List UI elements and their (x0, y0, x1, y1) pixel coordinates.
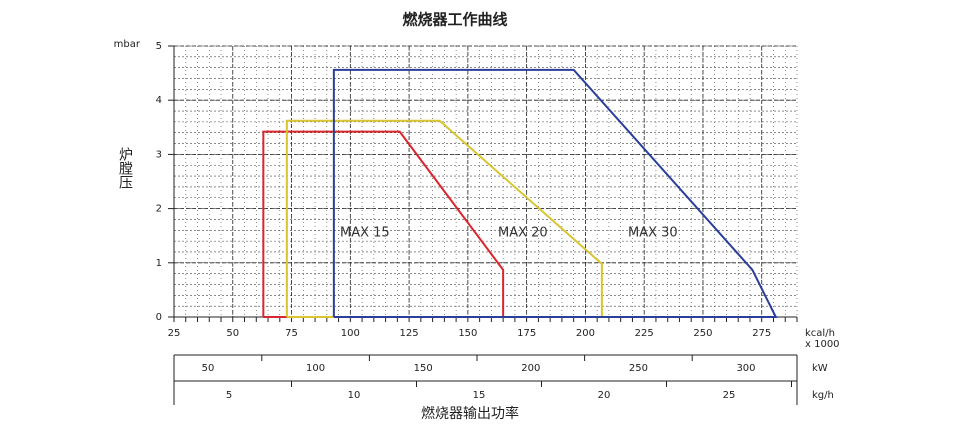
secondary-unit: kW (812, 363, 828, 374)
y-axis-title: 炉膛压 (117, 147, 133, 189)
series-label: MAX 20 (498, 226, 548, 241)
y-tick-label: 5 (156, 41, 162, 52)
y-tick-label: 4 (156, 95, 162, 106)
series-line (262, 130, 505, 318)
series-label: MAX 30 (628, 226, 678, 241)
x-tick-label: 25 (168, 328, 181, 339)
x-tick-label: 275 (752, 328, 771, 339)
x-tick-label: 250 (693, 328, 712, 339)
x-tick-label: 200 (576, 328, 595, 339)
secondary-tick-label: 5 (226, 390, 232, 401)
secondary-tick-label: 300 (736, 363, 755, 374)
chart-title: 燃烧器工作曲线 (402, 11, 507, 29)
y-tick-label: 1 (156, 258, 162, 269)
secondary-tick-label: 100 (306, 363, 325, 374)
y-unit: mbar (114, 39, 141, 50)
secondary-unit: kg/h (812, 390, 834, 401)
series-line (332, 68, 778, 318)
y-tick-label: 2 (156, 204, 162, 215)
x-axis-title: 燃烧器输出功率 (421, 405, 519, 422)
secondary-tick-label: 15 (473, 390, 486, 401)
secondary-tick-label: 200 (521, 363, 540, 374)
x-tick-label: 75 (285, 328, 298, 339)
x-tick-label: 50 (226, 328, 239, 339)
secondary-tick-label: 20 (598, 390, 611, 401)
secondary-tick-label: 25 (723, 390, 736, 401)
x-tick-label: 125 (400, 328, 419, 339)
y-tick-label: 3 (156, 149, 162, 160)
x-unit-scale: x 1000 (805, 339, 840, 350)
x-tick-label: 225 (635, 328, 654, 339)
series-label: MAX 15 (340, 226, 390, 241)
x-tick-label: 100 (341, 328, 360, 339)
x-tick-label: 150 (458, 328, 477, 339)
secondary-tick-label: 50 (202, 363, 215, 374)
y-tick-label: 0 (156, 312, 162, 323)
secondary-tick-label: 150 (414, 363, 433, 374)
x-tick-label: 175 (517, 328, 536, 339)
secondary-tick-label: 250 (629, 363, 648, 374)
secondary-tick-label: 10 (348, 390, 361, 401)
x-unit: kcal/h (805, 328, 835, 339)
